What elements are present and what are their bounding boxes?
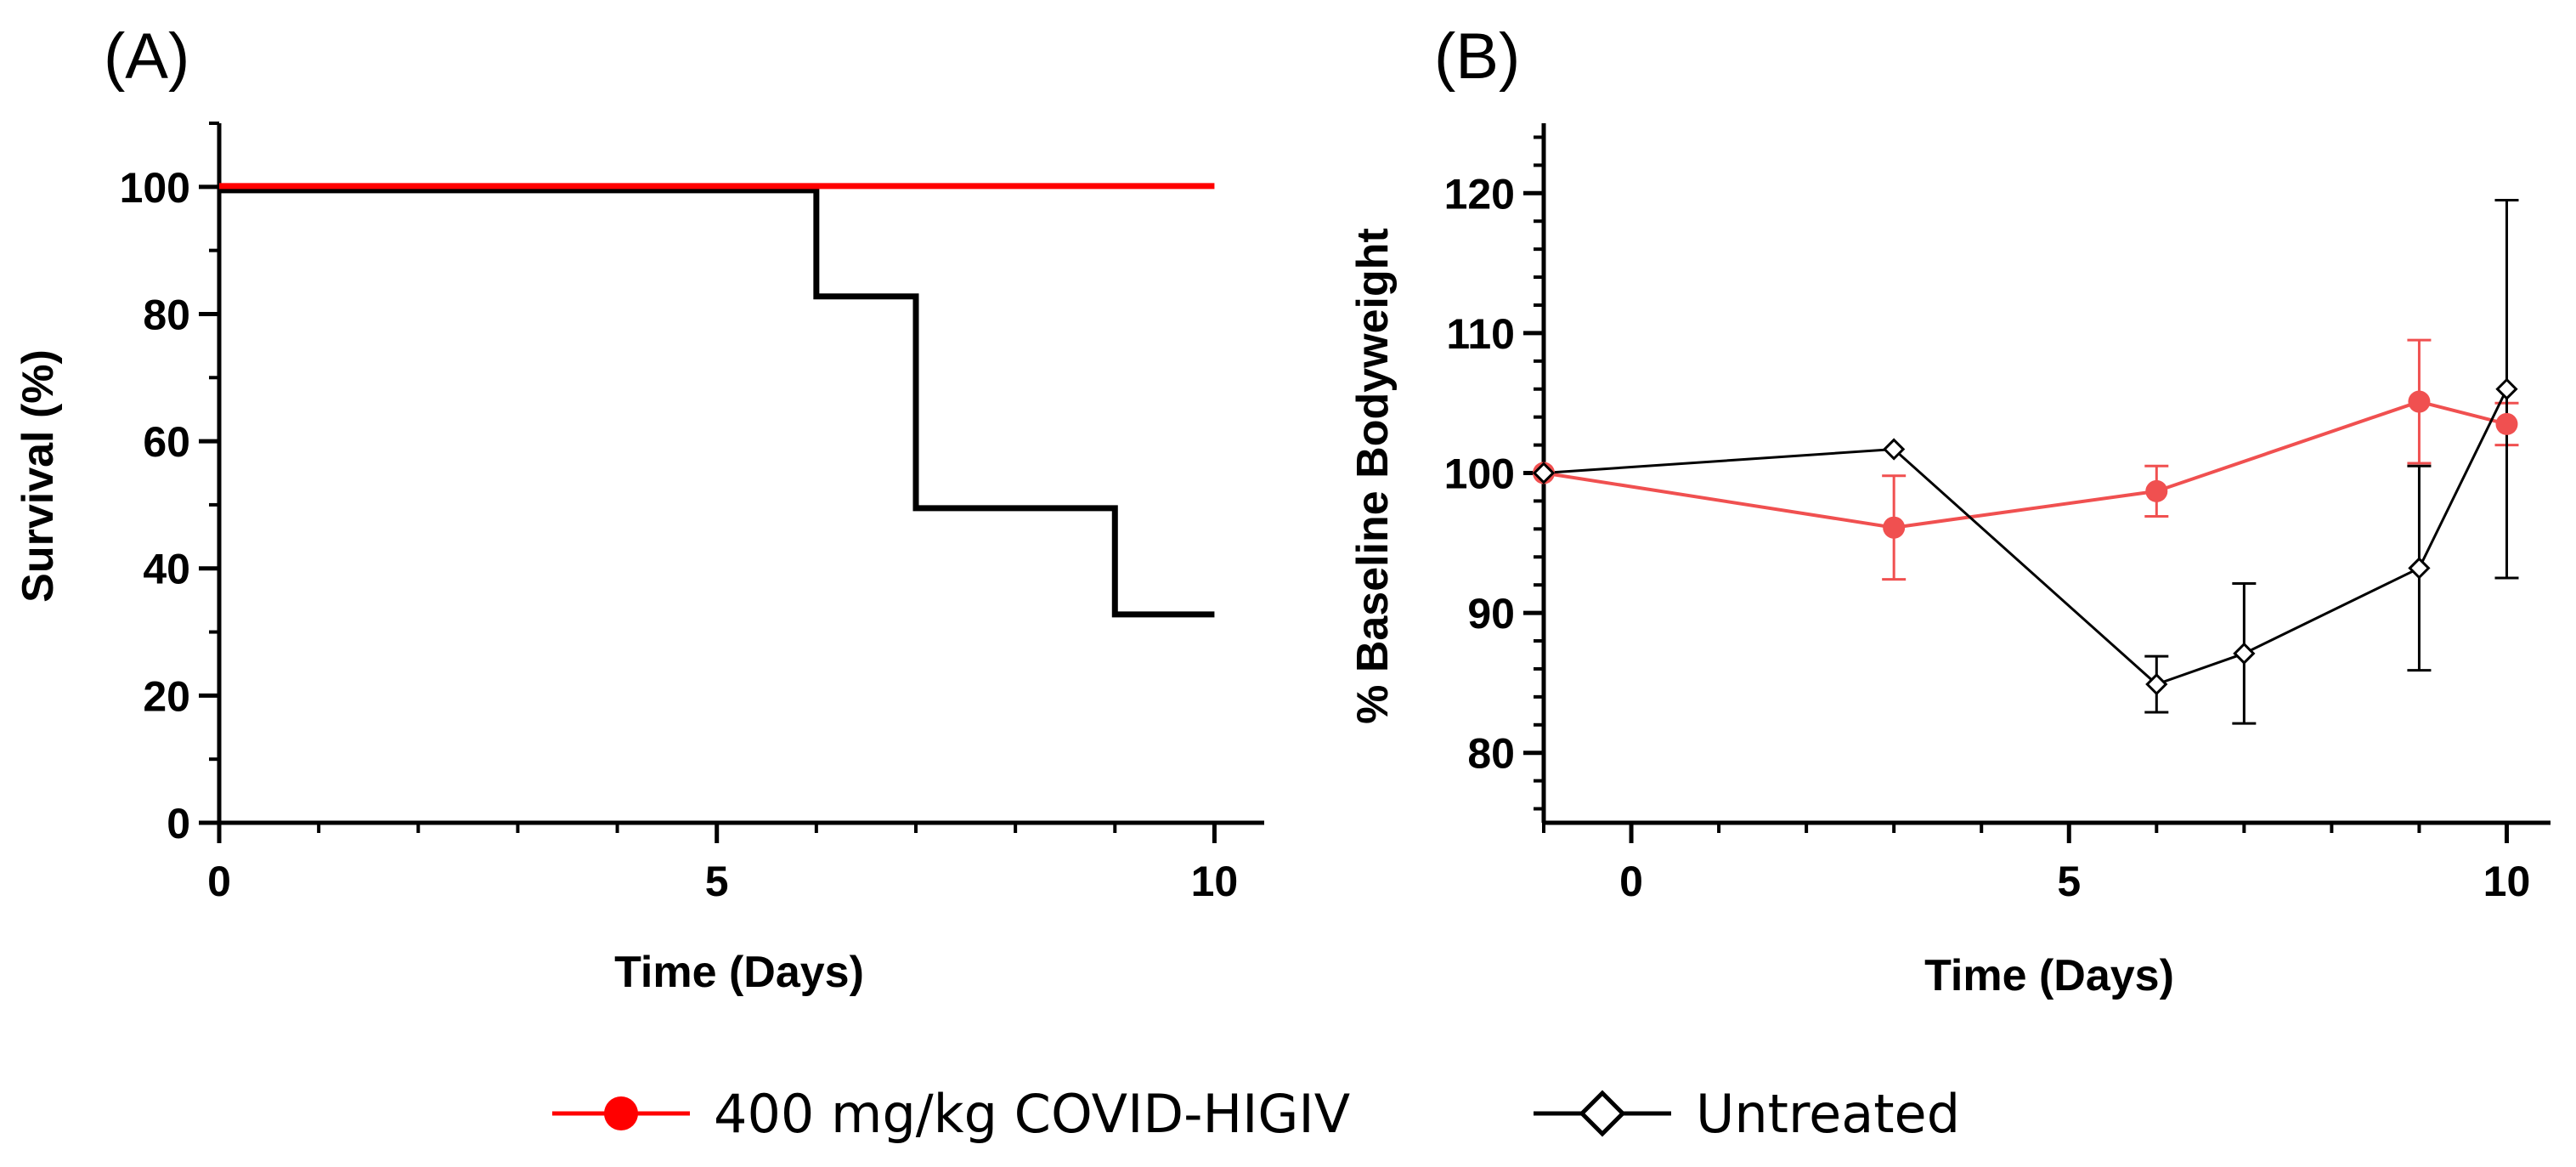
data-point-untreated <box>1883 438 1906 461</box>
panel-b-y-axis-title: % Baseline Bodyweight <box>1348 228 1398 724</box>
panel-b-y-tick-label: 110 <box>1446 310 1515 358</box>
panel-a-y-tick-label: 20 <box>143 672 190 720</box>
bodyweight-line-covid-higiv <box>1543 399 2507 530</box>
panel-a-y-tick-label: 100 <box>120 164 190 212</box>
data-point-covid-higiv <box>1883 516 1906 539</box>
legend-marker-circle <box>604 1096 638 1130</box>
data-point-untreated <box>2233 642 2256 665</box>
data-point-covid-higiv <box>2495 412 2518 435</box>
panel-b-y-tick-label: 80 <box>1467 730 1515 778</box>
legend-label-covid-higiv: 400 mg/kg COVID-HIGIV <box>714 1083 1350 1145</box>
legend-item-covid-higiv: 400 mg/kg COVID-HIGIV <box>552 1083 1350 1145</box>
panel-b-y-tick-label: 90 <box>1467 590 1515 637</box>
data-point-untreated <box>2145 672 2168 696</box>
legend: 400 mg/kg COVID-HIGIV Untreated <box>552 1083 1960 1145</box>
panel-a-x-tick-label: 10 <box>1191 858 1239 905</box>
bodyweight-chart-panel: (B) Time (Days) % Baseline Bodyweight 0 5… <box>1348 20 2551 1000</box>
panel-a-y-tick-label: 0 <box>167 800 190 847</box>
data-point-untreated <box>2495 377 2518 400</box>
panel-a-x-axis-title: Time (Days) <box>614 948 864 997</box>
panel-a-y-tick-label: 80 <box>143 291 190 338</box>
panel-b-x-axis-title: Time (Days) <box>1924 951 2174 1000</box>
panel-a-x-tick-label: 0 <box>207 858 231 905</box>
panel-a-y-axis-title: Survival (%) <box>14 349 63 603</box>
panel-b-y-tick-label: 120 <box>1444 170 1515 218</box>
panel-a-y-tick-label: 40 <box>143 546 190 593</box>
panel-b-x-tick-label: 0 <box>1619 858 1643 905</box>
panel-b-x-tick-label: 10 <box>2483 858 2531 905</box>
survival-chart-panel: (A) Time (Days) Survival (%) 0 5 100204060… <box>14 20 1264 997</box>
legend-marker-diamond <box>1579 1090 1626 1137</box>
data-point-covid-higiv <box>2145 479 2168 502</box>
bodyweight-line-untreated <box>1543 388 2508 686</box>
panel-a-x-tick-label: 5 <box>705 858 729 905</box>
panel-b-y-tick-label: 100 <box>1444 450 1515 498</box>
panel-b-x-tick-label: 5 <box>2057 858 2081 905</box>
legend-label-untreated: Untreated <box>1696 1083 1960 1145</box>
panel-a-letter: (A) <box>104 20 189 93</box>
panel-b-letter: (B) <box>1434 20 1520 93</box>
panel-a-y-tick-label: 60 <box>143 418 190 466</box>
legend-item-untreated: Untreated <box>1534 1083 1960 1145</box>
survival-line-untreated <box>219 187 1215 618</box>
data-point-untreated <box>1532 462 1556 484</box>
data-point-untreated <box>2408 557 2431 580</box>
data-point-covid-higiv <box>2408 390 2431 413</box>
